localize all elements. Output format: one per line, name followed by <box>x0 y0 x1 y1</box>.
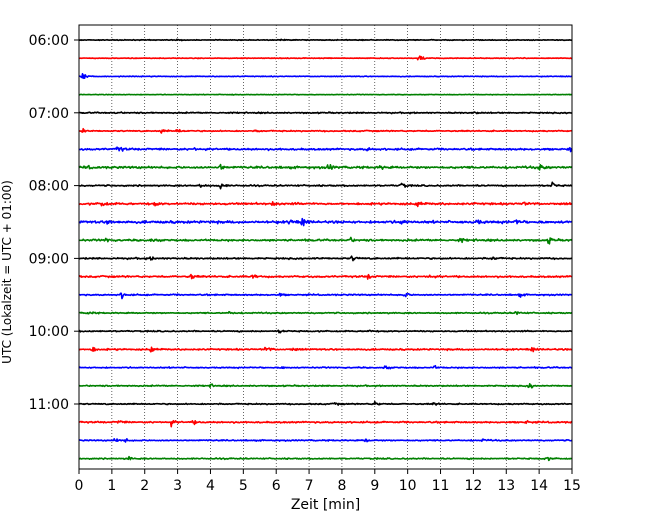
x-tick-label: 3 <box>173 478 182 494</box>
x-tick-label: 2 <box>140 478 149 494</box>
trace-0930 <box>78 292 573 300</box>
trace-0845 <box>78 236 573 245</box>
trace-1015 <box>78 346 573 353</box>
x-tick-label: 1 <box>107 478 116 494</box>
y-tick-label: 06:00 <box>29 33 69 49</box>
trace-0730 <box>78 146 573 153</box>
x-tick-label: 7 <box>305 478 314 494</box>
seismogram-traces <box>78 38 573 462</box>
y-tick-label: 08:00 <box>29 179 69 195</box>
trace-0945 <box>78 310 573 316</box>
grid-lines <box>111 25 540 469</box>
trace-1030 <box>78 364 573 370</box>
x-tick-label: 12 <box>464 478 482 494</box>
x-tick-label: 15 <box>563 478 581 494</box>
y-tick-label: 10:00 <box>29 324 69 340</box>
trace-1145 <box>78 455 573 462</box>
y-tick-label: 11:00 <box>29 397 69 413</box>
trace-0800 <box>78 181 573 190</box>
trace-0700 <box>78 111 573 115</box>
trace-0600 <box>78 38 573 42</box>
trace-0830 <box>78 217 573 227</box>
y-axis-label: UTC (Lokalzeit = UTC + 01:00) <box>0 180 14 364</box>
trace-0615 <box>78 55 573 61</box>
y-tick-label: 07:00 <box>29 106 69 122</box>
x-tick-label: 10 <box>399 478 417 494</box>
x-tick-label: 6 <box>272 478 281 494</box>
y-tick-label: 09:00 <box>29 251 69 267</box>
x-tick-label: 5 <box>239 478 248 494</box>
trace-1000 <box>78 329 573 334</box>
y-axis-ticks: 06:00 07:00 08:00 09:00 10:00 11:00 <box>29 33 79 413</box>
x-axis-ticks: 0 1 2 3 4 5 6 7 8 9 10 11 12 13 14 15 <box>75 469 581 494</box>
x-tick-label: 14 <box>530 478 548 494</box>
x-tick-label: 0 <box>75 478 84 494</box>
x-tick-label: 8 <box>337 478 346 494</box>
x-tick-label: 13 <box>497 478 515 494</box>
trace-0745 <box>78 163 573 171</box>
trace-1130 <box>78 438 573 443</box>
trace-0630 <box>78 72 573 80</box>
trace-0900 <box>78 255 573 262</box>
trace-0715 <box>78 127 573 134</box>
x-tick-label: 4 <box>206 478 215 494</box>
x-tick-label: 9 <box>370 478 379 494</box>
trace-0915 <box>78 273 573 280</box>
plot-frame <box>78 24 573 470</box>
trace-0815 <box>78 201 573 208</box>
x-tick-label: 11 <box>432 478 450 494</box>
trace-1045 <box>78 382 573 389</box>
trace-1100 <box>78 400 573 406</box>
x-axis-label: Zeit [min] <box>291 497 360 513</box>
trace-0645 <box>78 93 573 96</box>
trace-1115 <box>78 419 573 428</box>
